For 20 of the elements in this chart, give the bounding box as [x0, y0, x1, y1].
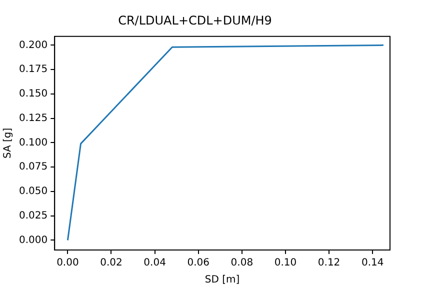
x-axis-title: SD [m]	[204, 274, 240, 286]
y-axis-title: SA [g]	[2, 128, 14, 159]
x-tick-label: 0.12	[318, 258, 340, 269]
x-tick-label: 0.02	[100, 258, 122, 269]
y-tick-label: 0.100	[18, 137, 48, 148]
y-tick-label: 0.175	[18, 64, 48, 76]
x-tick-label: 0.06	[187, 258, 210, 269]
y-tick-label: 0.050	[18, 186, 48, 198]
x-tick-label: 0.04	[144, 258, 166, 269]
x-tick-label: 0.14	[361, 258, 384, 269]
y-tick-label: 0.150	[18, 88, 48, 100]
y-tick-label: 0.000	[18, 234, 48, 246]
x-tick-label: 0.08	[230, 258, 254, 269]
y-tick-label: 0.200	[18, 40, 48, 51]
y-tick-label: 0.075	[18, 162, 48, 173]
x-tick-label: 0.10	[274, 258, 297, 269]
chart-title: CR/LDUAL+CDL+DUM/H9	[118, 13, 272, 28]
x-tick-label: 0.00	[56, 258, 79, 269]
y-tick-label: 0.025	[18, 210, 48, 222]
y-tick-label: 0.125	[18, 112, 48, 124]
